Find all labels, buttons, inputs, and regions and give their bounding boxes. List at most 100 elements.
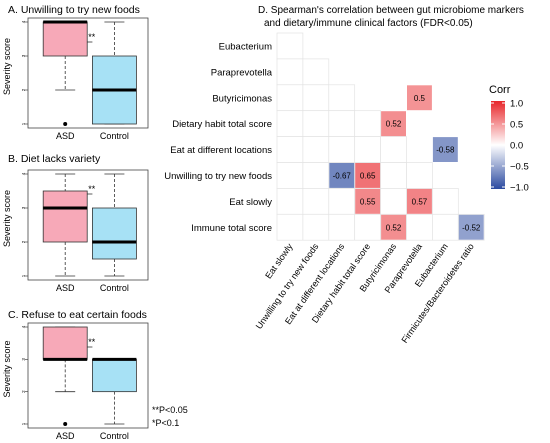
y-axis-label: Severity score	[2, 340, 12, 397]
corr-cell	[381, 214, 406, 240]
box-asd	[42, 326, 88, 360]
heatmap-grid-cell	[276, 84, 304, 112]
boxplot-panel-2: Severity score 1 2 3 4 ASD Control **	[2, 322, 149, 441]
y-tick-label: 2	[21, 390, 26, 393]
panel-d-title-line2: and dietary/immune clinical factors (FDR…	[264, 18, 473, 29]
x-tick-label: ASD	[56, 431, 75, 441]
x-tick-label: Control	[100, 431, 129, 441]
legend-colorbar	[491, 101, 505, 189]
heatmap-grid-cell	[380, 188, 407, 215]
heatmap-grid-cell	[302, 213, 330, 241]
footnote-p005: **P<0.05	[152, 405, 188, 415]
y-axis-label: Severity score	[2, 190, 12, 247]
box-control	[92, 358, 137, 393]
legend-tick-label: 0.5	[510, 120, 523, 131]
y-axis-label: Severity score	[2, 38, 12, 95]
heatmap-grid-cell	[328, 188, 356, 215]
heatmap-grid-cell	[432, 213, 459, 241]
legend-tick-label: 0.0	[510, 141, 523, 152]
corr-cell-label: 0.57	[412, 197, 428, 206]
box-asd	[42, 21, 88, 57]
heatmap-grid-cell	[432, 188, 459, 215]
heatmap-grid-cell	[354, 213, 381, 241]
plot-frame	[27, 169, 149, 281]
significance-label: **	[88, 32, 96, 42]
legend-tick-label: −1.0	[510, 183, 529, 194]
heatmap-grid-cell	[302, 110, 330, 137]
y-tick-label: 3	[21, 206, 26, 209]
x-tick-label: ASD	[56, 131, 75, 141]
heatmap-grid-cell	[328, 84, 356, 112]
corr-legend: Corr 1.0 0.5 0.0 −0.5 −1.0	[489, 84, 529, 194]
y-tick-label: 1	[21, 422, 26, 425]
heatmap-grid-cell	[276, 32, 304, 60]
panel-c-title: C. Refuse to eat certain foods	[8, 309, 147, 321]
corr-cell-label: 0.52	[386, 223, 402, 232]
panel-a-title: A. Unwilling to try new foods	[8, 4, 140, 16]
heatmap-grid-cell	[276, 162, 304, 189]
panel-d-title-line1: D. Spearman's correlation between gut mi…	[258, 5, 524, 16]
corr-cell-label: -0.67	[333, 171, 352, 180]
outlier-point	[63, 122, 68, 126]
heatmap-grid-cell	[354, 136, 381, 163]
heatmap-grid-cell	[406, 213, 433, 241]
corr-cell	[355, 188, 381, 214]
legend-tick-label: 1.0	[510, 99, 523, 110]
row-label: Butyricimonas	[212, 93, 272, 104]
row-label: Eubacterium	[219, 41, 272, 52]
corr-cell	[329, 163, 355, 188]
corr-cell	[381, 111, 406, 137]
heatmap-grid-cell	[276, 58, 304, 86]
y-tick-label: 4	[21, 20, 26, 23]
row-label: Dietary habit total score	[172, 119, 272, 130]
x-tick-label: ASD	[56, 283, 75, 293]
heatmap-grid-cell	[276, 136, 304, 163]
heatmap-grid-cell	[380, 136, 407, 163]
legend-tick-label: −0.5	[510, 162, 529, 173]
correlation-heatmap: Eubacterium Paraprevotella Butyricimonas Di…	[164, 32, 485, 345]
y-tick-label: 1	[21, 274, 26, 277]
heatmap-grid-cell	[406, 162, 433, 189]
box-asd	[42, 190, 88, 243]
significance-label: **	[88, 184, 96, 194]
corr-cell-label: 0.65	[360, 171, 376, 180]
x-tick-label: Control	[100, 131, 129, 141]
corr-cell-label: 0.55	[360, 197, 376, 206]
corr-cell	[458, 214, 484, 240]
row-label: Immune total score	[191, 223, 272, 234]
heatmap-grid-cell	[354, 110, 381, 137]
heatmap-grid-cell	[302, 188, 330, 215]
heatmap-grid-cell	[276, 213, 304, 241]
significance-label: **	[88, 337, 96, 347]
corr-cell-label: 0.52	[386, 120, 402, 129]
y-tick-label: 3	[21, 358, 26, 361]
row-label: Unwilling to try new foods	[164, 171, 272, 182]
heatmap-grid-cell	[276, 110, 304, 137]
plot-frame	[27, 17, 149, 129]
plot-frame	[27, 322, 149, 429]
corr-cell	[407, 85, 432, 111]
box-control	[92, 207, 137, 260]
heatmap-grid-cell	[276, 188, 304, 215]
heatmap-grid-cell	[302, 58, 330, 86]
footnote-p01: *P<0.1	[152, 418, 179, 428]
row-label: Eat at different locations	[170, 145, 272, 156]
corr-cell-label: -0.58	[436, 146, 455, 155]
outlier-point	[63, 422, 68, 426]
y-tick-label: 4	[21, 325, 26, 328]
boxplot-panel-1: Severity score 1 2 3 4 ASD Control **	[2, 169, 149, 293]
corr-cell	[407, 188, 432, 214]
y-tick-label: 4	[21, 172, 26, 175]
row-label: Paraprevotella	[211, 67, 273, 78]
boxplot-panel-0: Severity score 1 2 3 4 ASD Control **	[2, 17, 149, 141]
y-tick-label: 1	[21, 122, 26, 125]
heatmap-grid-cell	[328, 213, 356, 241]
corr-cell-label: 0.5	[414, 94, 426, 103]
row-label: Eat slowly	[229, 197, 272, 208]
heatmap-grid-cell	[302, 136, 330, 163]
corr-cell	[432, 137, 458, 162]
legend-title: Corr	[489, 84, 511, 96]
x-tick-label: Control	[100, 283, 129, 293]
